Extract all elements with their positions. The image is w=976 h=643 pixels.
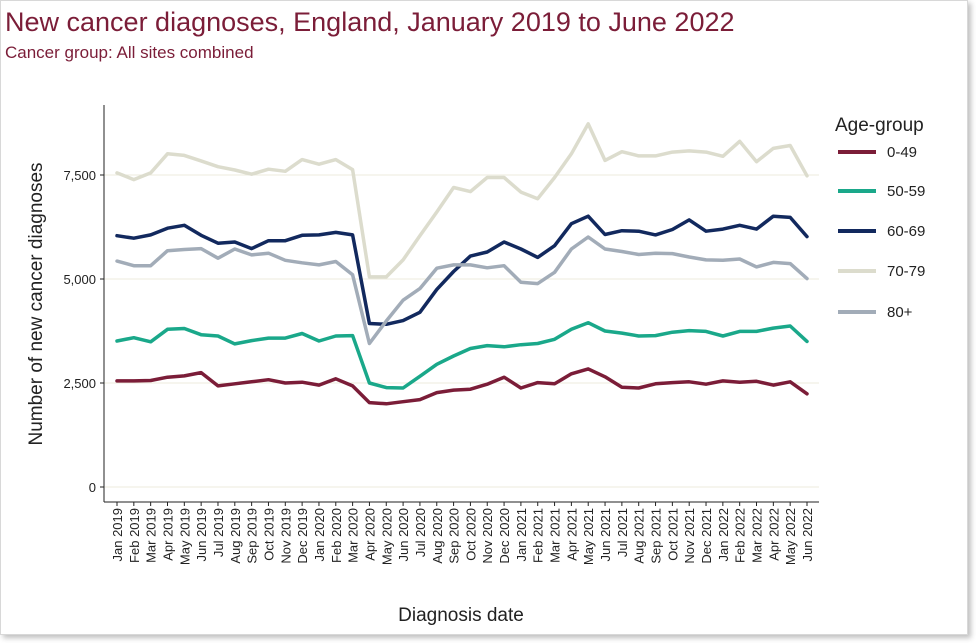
series-line-50-59 xyxy=(115,320,809,390)
x-tick-label: Apr 2021 xyxy=(564,508,579,561)
x-tick-label: Nov 2021 xyxy=(682,508,697,564)
x-tick-label: Dec 2020 xyxy=(497,508,512,564)
series-line-80+ xyxy=(115,235,809,346)
x-tick-label: Sep 2020 xyxy=(447,508,462,564)
x-tick-label: May 2019 xyxy=(177,508,192,565)
legend: Age-group 0-49 50-59 60-69 70-79 80+ xyxy=(835,115,925,321)
x-tick-label: Jan 2019 xyxy=(110,508,125,562)
x-tick-label: Jan 2020 xyxy=(312,508,327,562)
x-tick-label: Sep 2019 xyxy=(245,508,260,564)
x-tick-label: Jun 2019 xyxy=(194,508,209,562)
page-subtitle: Cancer group: All sites combined xyxy=(5,43,254,62)
x-tick-label: Feb 2020 xyxy=(329,508,344,563)
x-tick-label: Apr 2019 xyxy=(160,508,175,561)
x-tick-label: Apr 2022 xyxy=(766,508,781,561)
chart-frame: New cancer diagnoses, England, January 2… xyxy=(0,0,968,635)
x-tick-label: Dec 2021 xyxy=(699,508,714,564)
x-tick-label: Jun 2022 xyxy=(800,508,815,562)
x-tick-label: May 2021 xyxy=(581,508,596,565)
x-tick-label: Dec 2019 xyxy=(295,508,310,564)
x-tick-label: Oct 2020 xyxy=(463,508,478,561)
y-tick-label: 0 xyxy=(89,480,96,495)
legend-title: Age-group xyxy=(835,115,924,136)
x-tick-label: Oct 2021 xyxy=(665,508,680,561)
x-tick-label: Jan 2022 xyxy=(716,508,731,562)
y-axis-title: Number of new cancer diagnoses xyxy=(26,162,47,445)
legend-label: 60-69 xyxy=(887,223,925,240)
x-tick-label: Feb 2019 xyxy=(127,508,142,563)
x-tick-label: Mar 2021 xyxy=(548,508,563,563)
x-tick-label: Mar 2022 xyxy=(750,508,765,563)
y-tick-label: 2,500 xyxy=(63,376,96,391)
legend-label: 0-49 xyxy=(887,144,917,161)
x-tick-label: Mar 2019 xyxy=(144,508,159,563)
x-tick-label: Jul 2020 xyxy=(413,508,428,557)
series-line-70-79 xyxy=(115,122,809,279)
x-tick-label: May 2020 xyxy=(379,508,394,565)
x-axis-title: Diagnosis date xyxy=(398,605,524,626)
y-tick-label: 5,000 xyxy=(63,272,96,287)
x-tick-label: Sep 2021 xyxy=(649,508,664,564)
x-tick-label: Apr 2020 xyxy=(362,508,377,561)
x-tick-label: Aug 2020 xyxy=(430,508,445,564)
line-chart: 0 2,500 5,000 7,500 Jan 2019 Feb 2019 Mar 201… xyxy=(26,105,925,626)
x-tick-label: Jan 2021 xyxy=(514,508,529,562)
series-line-0-49 xyxy=(115,367,809,406)
x-tick-label: Jul 2021 xyxy=(615,508,630,557)
gridlines xyxy=(104,174,819,488)
x-tick-label: Jun 2020 xyxy=(396,508,411,562)
y-tick-label: 7,500 xyxy=(63,168,96,183)
legend-label: 50-59 xyxy=(887,183,925,200)
x-tick-label: Aug 2019 xyxy=(228,508,243,564)
x-tick-label: Feb 2021 xyxy=(531,508,546,563)
x-tick-label: Mar 2020 xyxy=(346,508,361,563)
x-tick-label: Oct 2019 xyxy=(261,508,276,561)
x-tick-label: Nov 2019 xyxy=(278,508,293,564)
x-ticks: Jan 2019 Feb 2019 Mar 2019 Apr 2019 May 2019… xyxy=(110,502,815,565)
y-ticks: 0 2,500 5,000 7,500 xyxy=(63,168,104,495)
x-tick-label: Jul 2019 xyxy=(211,508,226,557)
x-tick-label: May 2022 xyxy=(783,508,798,565)
series-lines xyxy=(115,122,809,406)
x-tick-label: Aug 2021 xyxy=(632,508,647,564)
x-tick-label: Nov 2020 xyxy=(480,508,495,564)
legend-label: 80+ xyxy=(887,304,913,321)
x-tick-label: Feb 2022 xyxy=(733,508,748,563)
legend-label: 70-79 xyxy=(887,263,925,280)
page-title: New cancer diagnoses, England, January 2… xyxy=(5,7,735,37)
axes xyxy=(103,105,819,503)
series-line-60-69 xyxy=(115,214,809,327)
x-tick-label: Jun 2021 xyxy=(598,508,613,562)
